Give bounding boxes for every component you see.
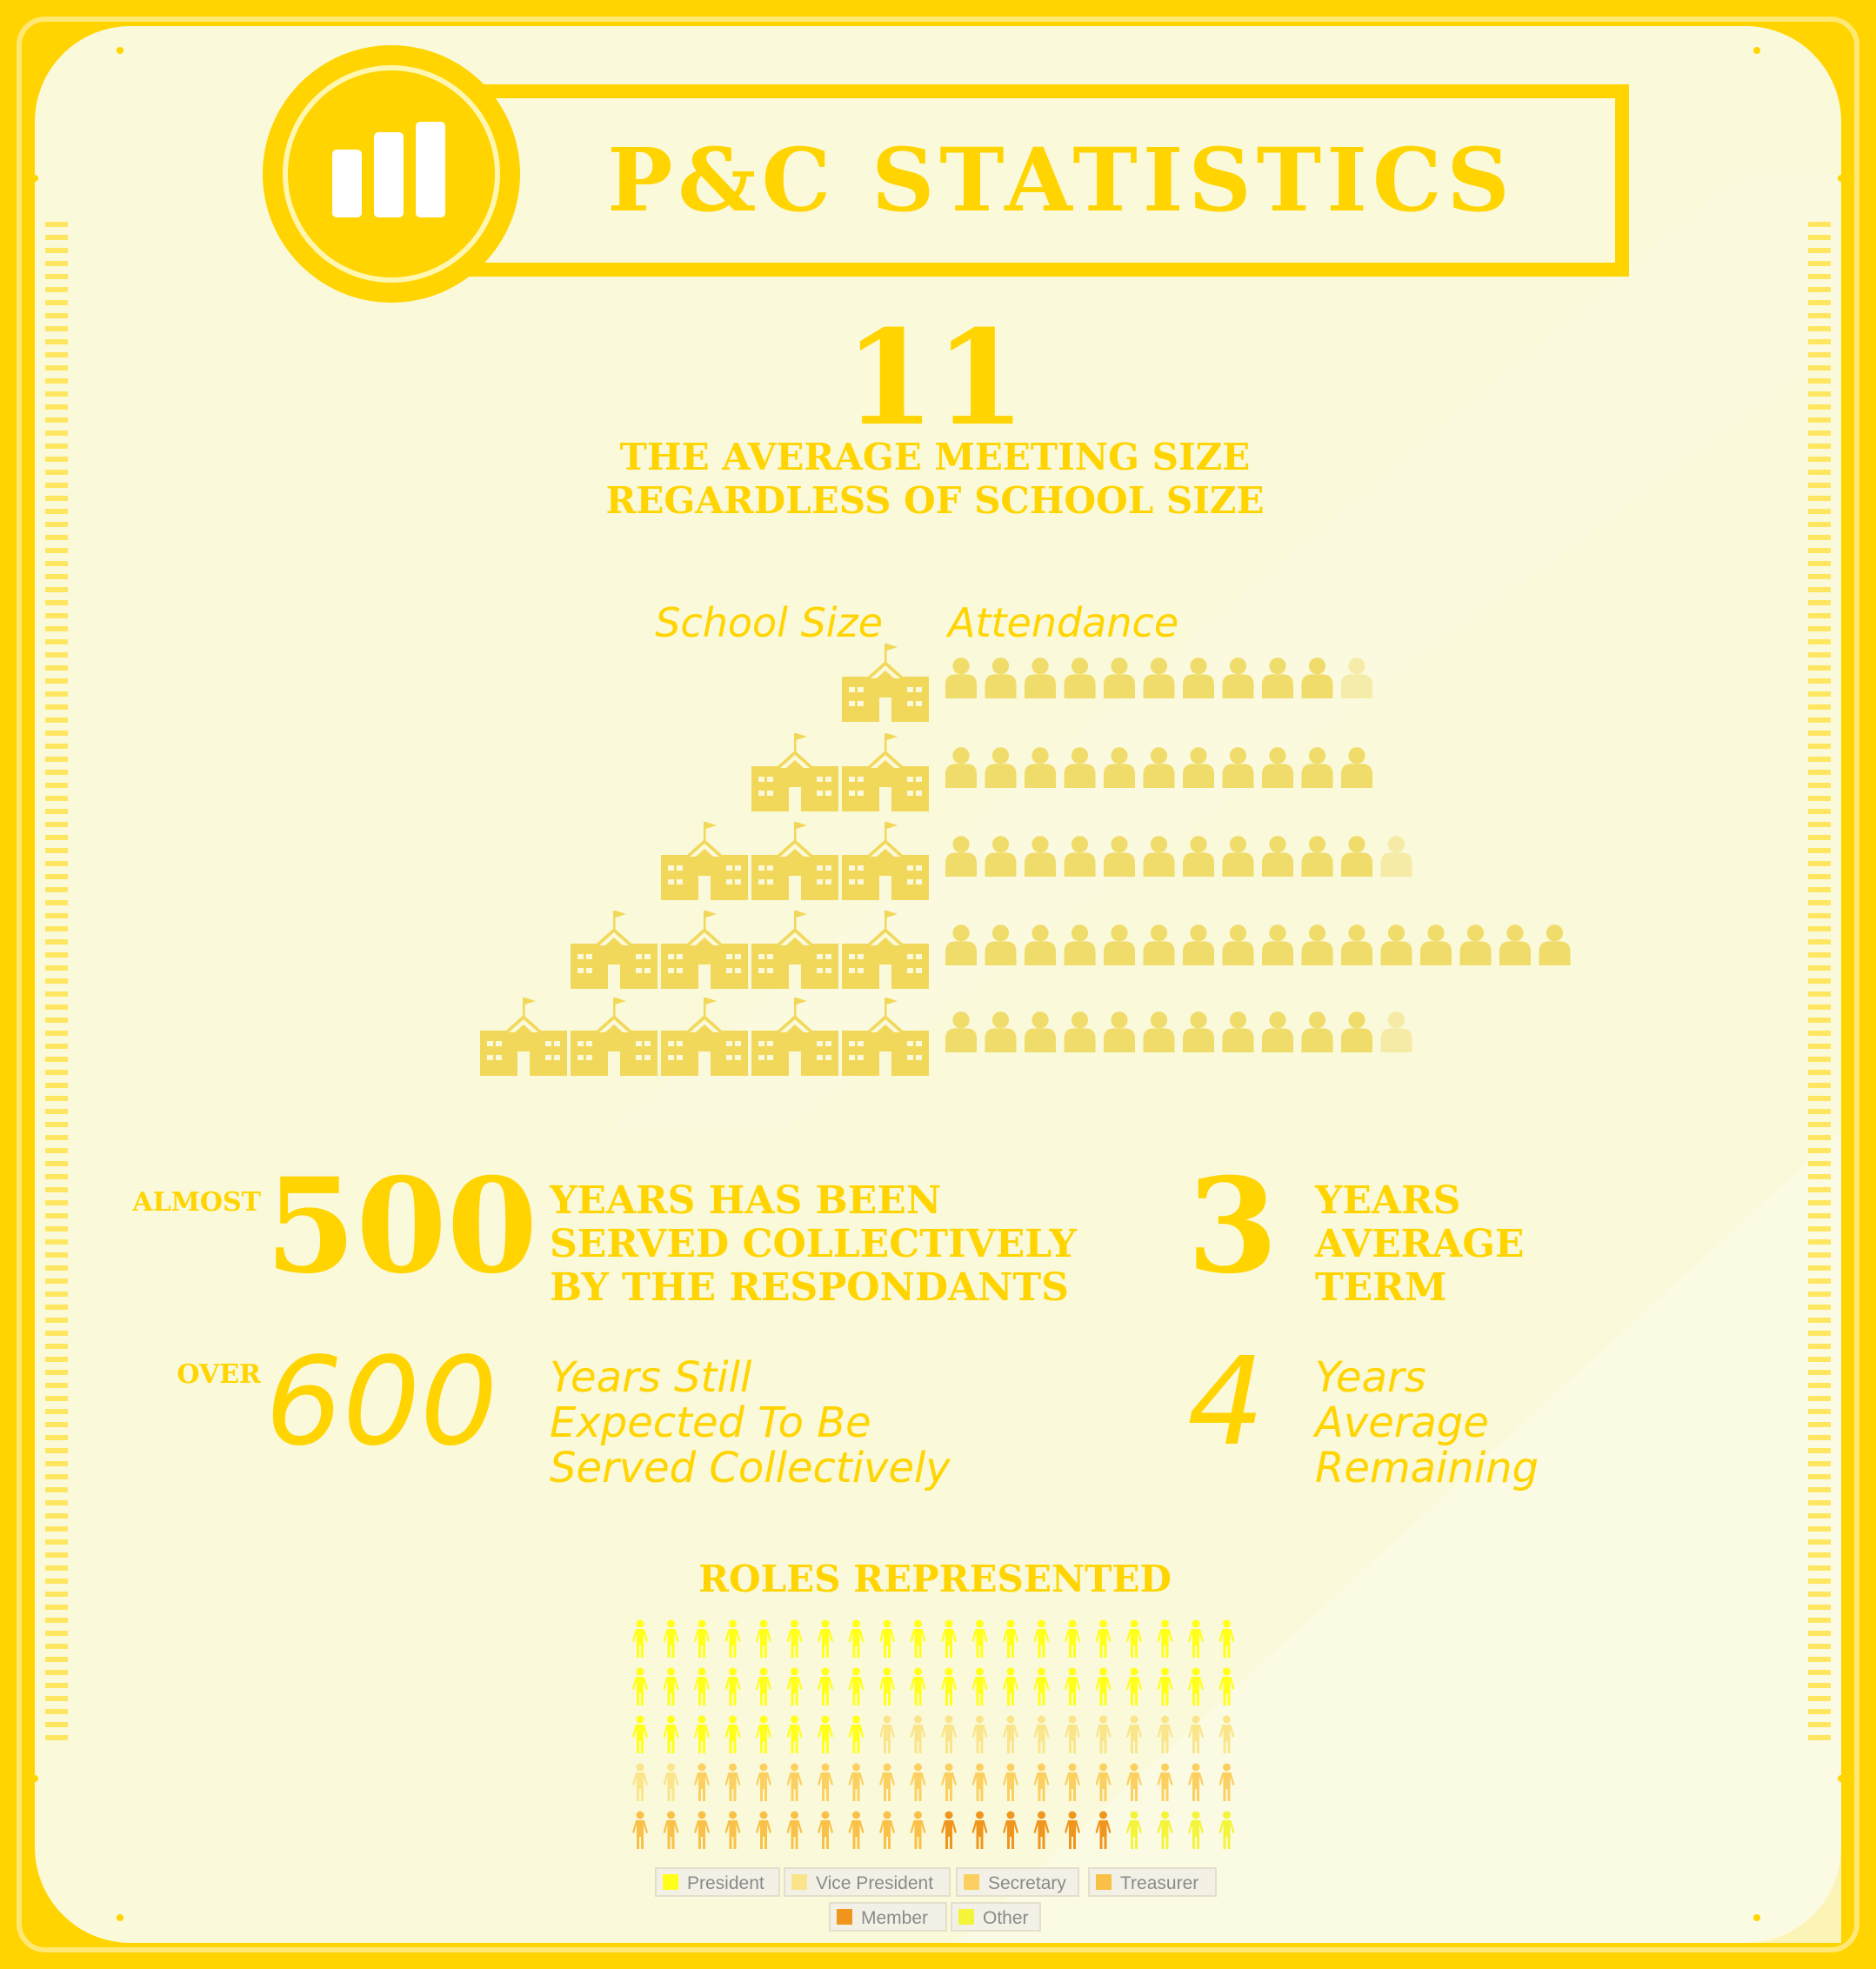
stat-expected: OVER 600 Years Still Expected To Be Serv… <box>177 1332 951 1492</box>
stat-term: 3 YEARS AVERAGE TERM <box>1187 1150 1524 1310</box>
roles-legend: President Vice President Secretary Treasure… <box>655 1867 1217 1932</box>
legend-item: Secretary <box>956 1867 1079 1897</box>
legend-item: Other <box>951 1902 1041 1932</box>
remaining-number: 4 <box>1187 1332 1265 1473</box>
frame-inner-line <box>17 17 1859 1952</box>
meeting-size-number: 11 <box>845 302 1026 455</box>
served-prefix: ALMOST <box>131 1187 261 1218</box>
page-title: P&C STATISTICS <box>607 129 1515 231</box>
expected-line3: Served Collectively <box>550 1444 951 1492</box>
panel-sheen <box>957 1131 1841 1943</box>
legend-label: President <box>687 1873 764 1893</box>
legend-label: Treasurer <box>1120 1873 1198 1893</box>
legend-swatch <box>958 1909 974 1925</box>
served-number: 500 <box>265 1150 537 1303</box>
stat-remaining: 4 Years Average Remaining <box>1187 1332 1539 1492</box>
served-line3: BY THE RESPONDANTS <box>550 1265 1069 1310</box>
expected-prefix: OVER <box>177 1359 262 1390</box>
legend-item: President <box>655 1867 780 1897</box>
remaining-line1: Years <box>1315 1353 1426 1402</box>
legend-item: Vice President <box>784 1867 951 1897</box>
bar-chart-icon <box>332 122 445 217</box>
served-line2: SERVED COLLECTIVELY <box>550 1222 1077 1266</box>
term-line1: YEARS <box>1314 1178 1460 1223</box>
meeting-caption-line1: THE AVERAGE MEETING SIZE <box>620 436 1251 478</box>
meeting-caption-line2: REGARDLESS OF SCHOOL SIZE <box>605 479 1264 522</box>
legend-swatch <box>791 1874 807 1890</box>
legend-label: Vice President <box>816 1873 933 1893</box>
expected-line1: Years Still <box>550 1353 752 1402</box>
remaining-line3: Remaining <box>1315 1444 1539 1492</box>
remaining-line2: Average <box>1312 1398 1489 1447</box>
expected-line2: Expected To Be <box>550 1398 871 1447</box>
header: P&C STATISTICS <box>263 45 1629 303</box>
legend-item: Member <box>829 1902 947 1932</box>
legend-swatch <box>837 1909 852 1925</box>
legend-label: Secretary <box>988 1873 1066 1893</box>
legend-label: Other <box>983 1908 1029 1928</box>
legend-item: Treasurer <box>1088 1867 1217 1897</box>
term-line2: AVERAGE <box>1314 1222 1524 1266</box>
legend-swatch <box>964 1874 979 1890</box>
term-number: 3 <box>1187 1150 1278 1303</box>
term-line3: TERM <box>1315 1265 1447 1310</box>
corner-dots <box>31 47 1845 1921</box>
legend-swatch <box>1096 1874 1112 1890</box>
legend-label: Member <box>861 1908 928 1928</box>
legend-swatch <box>663 1874 678 1890</box>
stat-served: ALMOST 500 YEARS HAS BEEN SERVED COLLECT… <box>131 1150 1077 1310</box>
attendance-label: Attendance <box>945 599 1178 646</box>
school-size-label: School Size <box>655 599 883 646</box>
served-line1: YEARS HAS BEEN <box>549 1178 941 1223</box>
roles-title: ROLES REPRESENTED <box>698 1558 1172 1600</box>
expected-number: 600 <box>265 1332 497 1473</box>
side-ladder-decoration <box>45 222 1831 1740</box>
